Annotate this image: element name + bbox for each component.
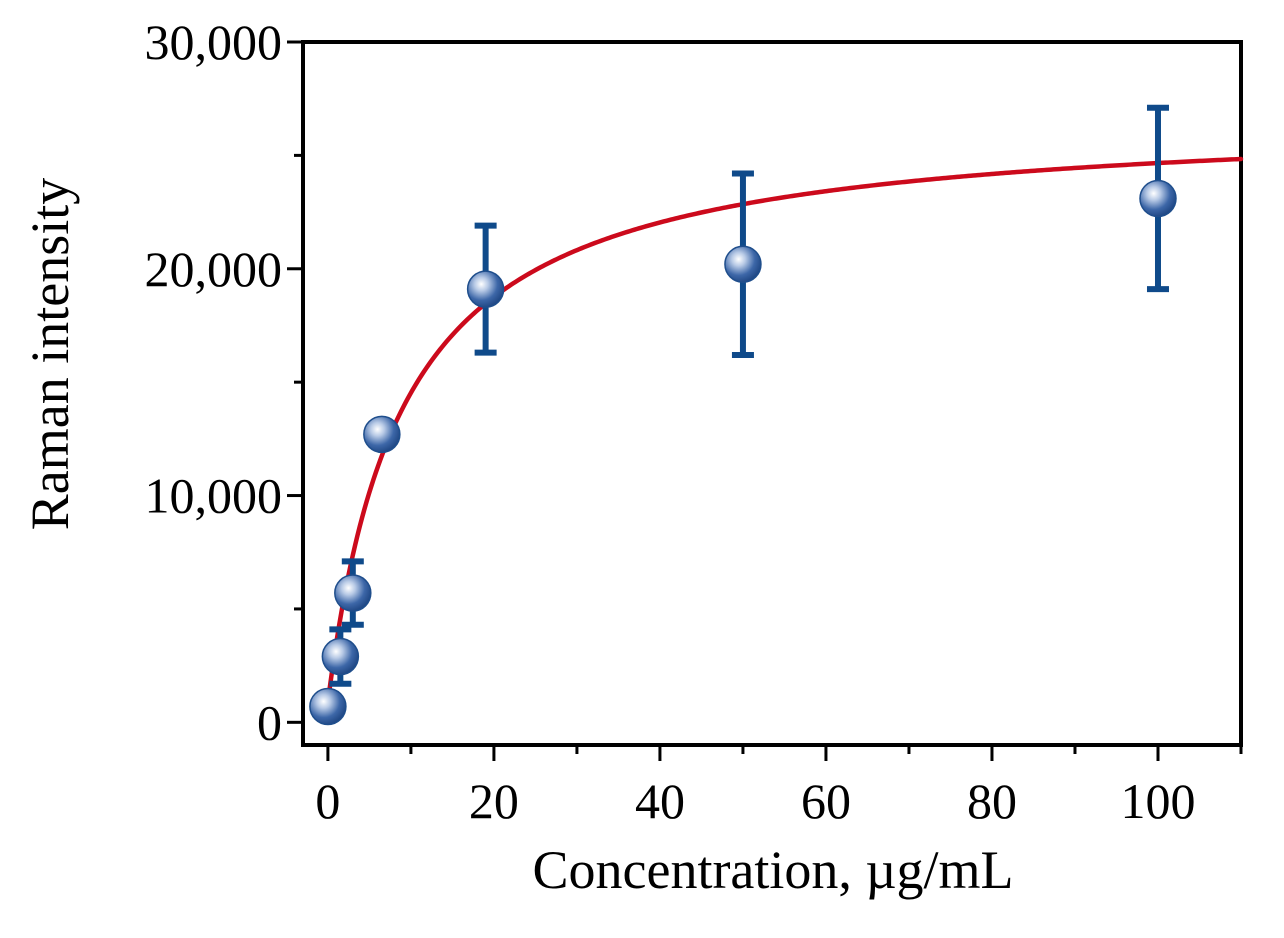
y-tick-label: 20,000 [145,241,283,297]
x-tick-label: 40 [635,773,685,829]
data-point [724,245,762,283]
x-tick-label: 80 [967,773,1017,829]
y-axis-tick-labels: 0 10,000 20,000 30,000 [145,14,283,750]
data-point [334,574,372,612]
plot-border [301,40,1243,747]
x-tick-label: 0 [315,773,340,829]
data-point [1139,179,1177,218]
x-axis-ticks [326,745,1243,761]
data-point [309,687,347,726]
data-point-layer [309,179,1177,726]
x-axis-title: Concentration, µg/mL [532,840,1013,900]
data-point [466,270,505,308]
x-tick-label: 100 [1120,773,1195,829]
fit-curve [323,156,1244,725]
data-point [321,637,360,676]
plot-frame [301,40,1243,747]
data-point [363,415,401,454]
x-tick-label: 20 [469,773,519,829]
error-bar-layer [316,104,1169,717]
y-axis-title: Raman intensity [20,178,80,530]
y-tick-label: 30,000 [145,14,283,70]
y-tick-label: 10,000 [145,468,283,524]
y-tick-label: 0 [257,694,282,750]
x-axis-tick-labels: 0 20 40 60 80 100 [315,773,1195,829]
x-tick-label: 60 [801,773,851,829]
fit-layer [323,156,1244,725]
y-axis-ticks [287,40,303,724]
